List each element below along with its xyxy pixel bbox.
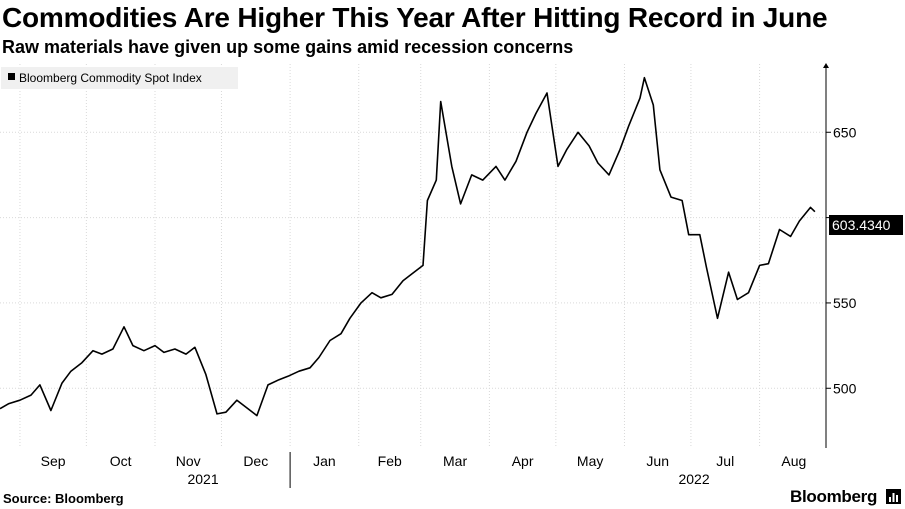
x-tick-label: Feb xyxy=(378,453,402,469)
bar-chart-icon xyxy=(886,489,901,504)
x-tick-label: Dec xyxy=(243,453,268,469)
legend-label: Bloomberg Commodity Spot Index xyxy=(19,71,202,85)
source-note: Source: Bloomberg xyxy=(3,491,124,506)
last-value-background xyxy=(829,215,903,235)
x-tick-label: Mar xyxy=(443,453,467,469)
last-value-marker: 603.4340 xyxy=(829,215,903,235)
x-year-label: 2021 xyxy=(187,471,218,487)
series-line-bloomberg-commodity-spot-index xyxy=(0,76,816,417)
grid-lines xyxy=(0,64,826,448)
chart-subtitle: Raw materials have given up some gains a… xyxy=(2,37,574,57)
x-tick-label: Sep xyxy=(41,453,66,469)
legend-background xyxy=(1,67,238,89)
x-tick-label: Apr xyxy=(512,453,534,469)
legend: Bloomberg Commodity Spot Index xyxy=(1,67,238,89)
x-tick-label: May xyxy=(577,453,603,469)
x-axis: Sep Oct Nov Dec Jan Feb Mar Apr May Jun Jul Aug 2021… xyxy=(41,452,806,488)
x-tick-label: Jun xyxy=(646,453,669,469)
bloomberg-logo: Bloomberg xyxy=(790,487,878,506)
y-tick-label: 550 xyxy=(833,295,857,311)
x-tick-label: Aug xyxy=(781,453,806,469)
y-tick-label: 650 xyxy=(833,124,857,140)
x-year-label: 2022 xyxy=(678,471,709,487)
y-tick-label: 500 xyxy=(833,380,857,396)
y-axis-arrow xyxy=(823,63,829,68)
x-tick-label: Nov xyxy=(176,453,201,469)
chart-title: Commodities Are Higher This Year After H… xyxy=(2,2,828,33)
x-tick-label: Jan xyxy=(313,453,336,469)
x-tick-label: Oct xyxy=(110,453,132,469)
x-tick-label: Jul xyxy=(716,453,734,469)
last-value-label: 603.4340 xyxy=(832,217,891,233)
legend-swatch xyxy=(8,73,15,80)
y-axis: 500 550 650 xyxy=(823,63,857,448)
